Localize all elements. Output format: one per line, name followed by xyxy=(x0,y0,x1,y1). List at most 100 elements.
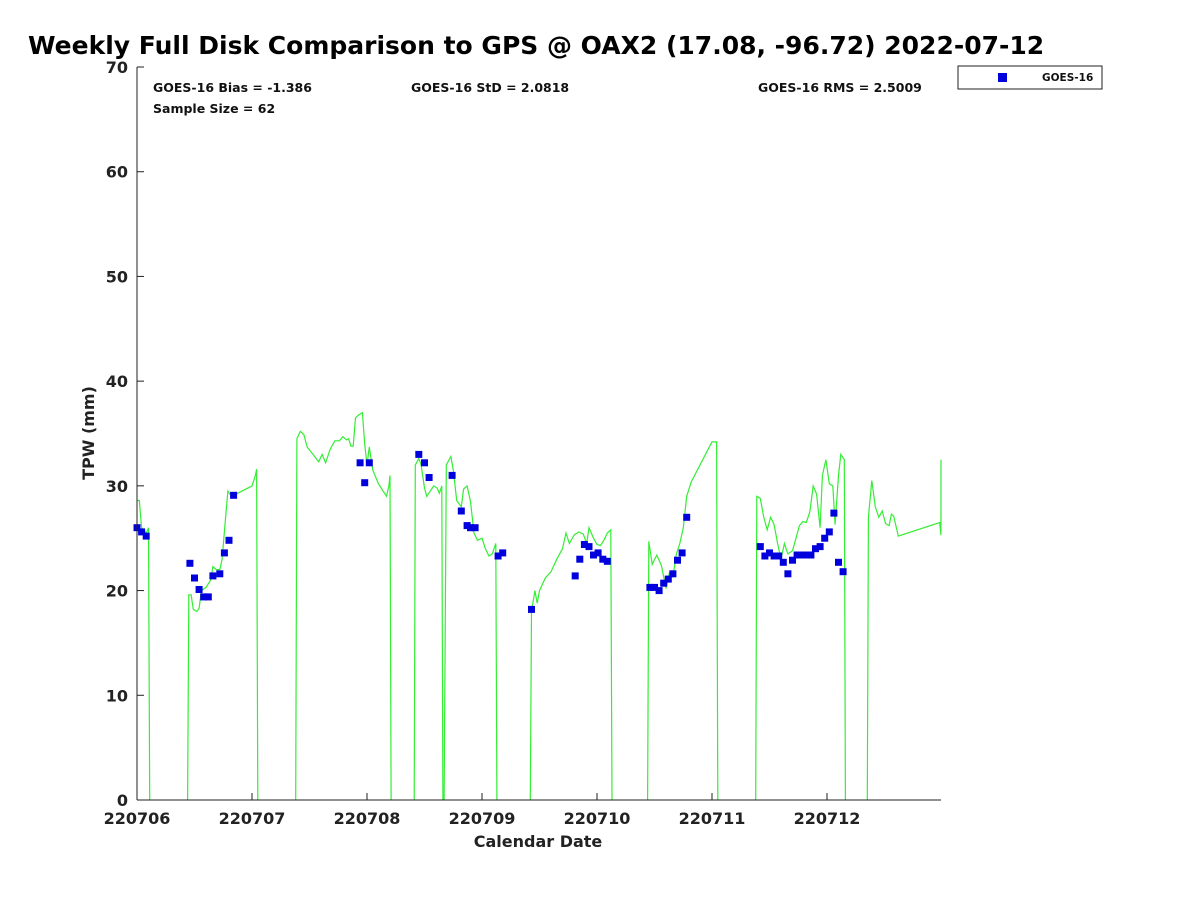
gps-line-segment xyxy=(755,452,847,801)
goes16-point xyxy=(528,605,535,613)
goes16-point xyxy=(802,551,810,559)
rms-stat: GOES-16 RMS = 2.5009 xyxy=(758,80,922,95)
y-tick-label: 20 xyxy=(106,582,128,601)
goes16-point xyxy=(186,559,194,567)
goes16-point xyxy=(191,574,198,582)
goes16-point xyxy=(770,552,778,560)
goes16-point xyxy=(807,551,815,559)
goes16-point xyxy=(361,479,369,487)
goes16-point xyxy=(425,474,433,481)
gps-line-segment xyxy=(187,468,259,801)
goes16-point xyxy=(471,524,479,532)
y-tick-label: 10 xyxy=(106,686,128,705)
goes16-point xyxy=(660,579,668,587)
legend-label: GOES-16 xyxy=(1042,72,1093,84)
y-tick-label: 40 xyxy=(106,372,128,391)
goes16-point xyxy=(448,471,456,479)
goes16-point xyxy=(766,549,773,557)
plot-area xyxy=(137,67,941,800)
goes16-point xyxy=(651,583,658,591)
y-tick-label: 60 xyxy=(106,163,128,182)
goes16-point xyxy=(784,570,792,578)
goes16-point xyxy=(646,583,654,591)
y-tick-label: 0 xyxy=(117,791,128,810)
goes16-point xyxy=(816,543,824,551)
goes16-point xyxy=(821,534,829,542)
bias-stat: GOES-16 Bias = -1.386 xyxy=(153,80,312,95)
goes16-point xyxy=(655,587,663,595)
goes16-point xyxy=(590,551,597,559)
goes16-point xyxy=(683,513,691,521)
x-axis-label: Calendar Date xyxy=(474,832,603,851)
goes16-point xyxy=(467,524,474,532)
goes16-point xyxy=(756,543,764,551)
goes16-point xyxy=(603,557,611,565)
goes16-point xyxy=(761,552,769,560)
goes16-point xyxy=(599,555,607,563)
goes16-points-group xyxy=(133,450,847,613)
goes16-point xyxy=(209,572,217,580)
goes16-point xyxy=(779,558,787,566)
x-tick-label: 220712 xyxy=(794,809,861,828)
goes16-point xyxy=(669,570,677,578)
x-tick-label: 220711 xyxy=(679,809,746,828)
goes16-point xyxy=(775,552,783,560)
gps-line-segment xyxy=(866,459,942,801)
y-axis-ticks: 0 10 20 30 40 50 60 70 xyxy=(106,58,144,810)
goes16-point xyxy=(839,568,847,576)
x-tick-label: 220707 xyxy=(219,809,286,828)
goes16-point xyxy=(216,570,224,578)
x-tick-label: 220710 xyxy=(564,809,631,828)
x-axis-ticks: 220706 220707 220708 220709 220710 220711 2207… xyxy=(104,793,861,828)
goes16-point xyxy=(499,549,507,557)
goes16-point xyxy=(571,572,579,580)
goes16-point xyxy=(585,543,593,551)
goes16-point xyxy=(457,507,465,515)
goes16-point xyxy=(825,528,833,536)
y-tick-label: 30 xyxy=(106,477,128,496)
goes16-point xyxy=(678,549,686,557)
goes16-point xyxy=(365,459,373,467)
goes16-point xyxy=(356,459,364,467)
goes16-point xyxy=(204,593,212,601)
goes16-point xyxy=(142,532,150,540)
goes16-point xyxy=(494,552,502,560)
goes16-point xyxy=(230,491,238,499)
goes16-point xyxy=(220,549,228,557)
gps-line-segment xyxy=(295,411,392,801)
goes16-point xyxy=(576,555,584,563)
y-tick-label: 50 xyxy=(106,267,128,286)
gps-line-group xyxy=(137,411,942,801)
goes16-point xyxy=(789,556,796,564)
goes16-point xyxy=(421,459,428,467)
gps-line-segment xyxy=(529,525,613,801)
goes16-point xyxy=(415,450,423,458)
goes16-point xyxy=(812,545,819,553)
goes16-point xyxy=(830,509,838,517)
y-axis-label: TPW (mm) xyxy=(79,386,98,480)
legend-marker xyxy=(998,73,1007,82)
gps-line-segment xyxy=(646,441,719,801)
x-tick-label: 220708 xyxy=(334,809,401,828)
legend-box xyxy=(957,65,1103,90)
goes16-point xyxy=(195,586,203,593)
x-tick-label: 220709 xyxy=(449,809,516,828)
legend: GOES-16 xyxy=(957,65,1103,90)
goes16-point xyxy=(594,549,602,557)
gps-line-segment xyxy=(443,454,498,801)
std-stat: GOES-16 StD = 2.0818 xyxy=(411,80,569,95)
goes16-point xyxy=(835,558,842,566)
chart-title: Weekly Full Disk Comparison to GPS @ OAX… xyxy=(28,31,1044,60)
goes16-point xyxy=(200,593,208,601)
goes16-point xyxy=(664,575,672,583)
goes16-point xyxy=(674,556,681,564)
goes16-point xyxy=(138,528,146,536)
sample-size-stat: Sample Size = 62 xyxy=(153,101,275,116)
x-tick-label: 220706 xyxy=(104,809,171,828)
y-tick-label: 70 xyxy=(106,58,128,77)
goes16-point xyxy=(793,551,801,559)
goes16-point xyxy=(798,551,806,559)
goes16-point xyxy=(580,541,588,548)
goes16-point xyxy=(225,536,233,544)
